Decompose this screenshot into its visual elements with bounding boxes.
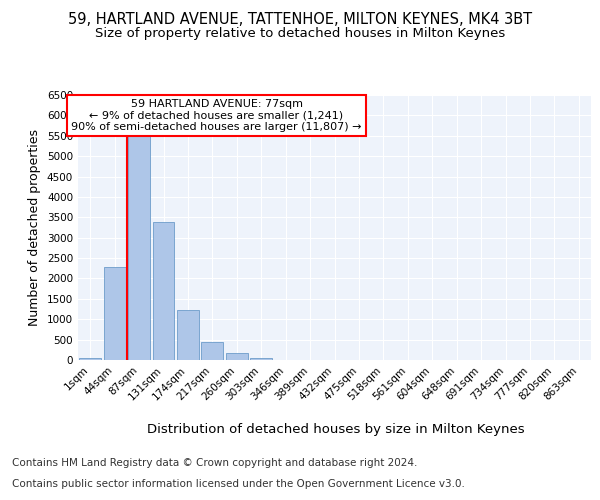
Text: 59 HARTLAND AVENUE: 77sqm
← 9% of detached houses are smaller (1,241)
90% of sem: 59 HARTLAND AVENUE: 77sqm ← 9% of detach… — [71, 99, 362, 132]
Bar — [177, 310, 199, 360]
Bar — [226, 354, 248, 360]
Bar — [250, 358, 272, 360]
Y-axis label: Number of detached properties: Number of detached properties — [28, 129, 41, 326]
Bar — [128, 120, 150, 360]
Text: 59, HARTLAND AVENUE, TATTENHOE, MILTON KEYNES, MK4 3BT: 59, HARTLAND AVENUE, TATTENHOE, MILTON K… — [68, 12, 532, 28]
Bar — [202, 342, 223, 360]
Bar — [79, 358, 101, 360]
Text: Size of property relative to detached houses in Milton Keynes: Size of property relative to detached ho… — [95, 28, 505, 40]
Text: Contains HM Land Registry data © Crown copyright and database right 2024.: Contains HM Land Registry data © Crown c… — [12, 458, 418, 468]
Bar — [152, 222, 175, 360]
Text: Distribution of detached houses by size in Milton Keynes: Distribution of detached houses by size … — [147, 422, 525, 436]
Text: Contains public sector information licensed under the Open Government Licence v3: Contains public sector information licen… — [12, 479, 465, 489]
Bar — [104, 267, 125, 360]
